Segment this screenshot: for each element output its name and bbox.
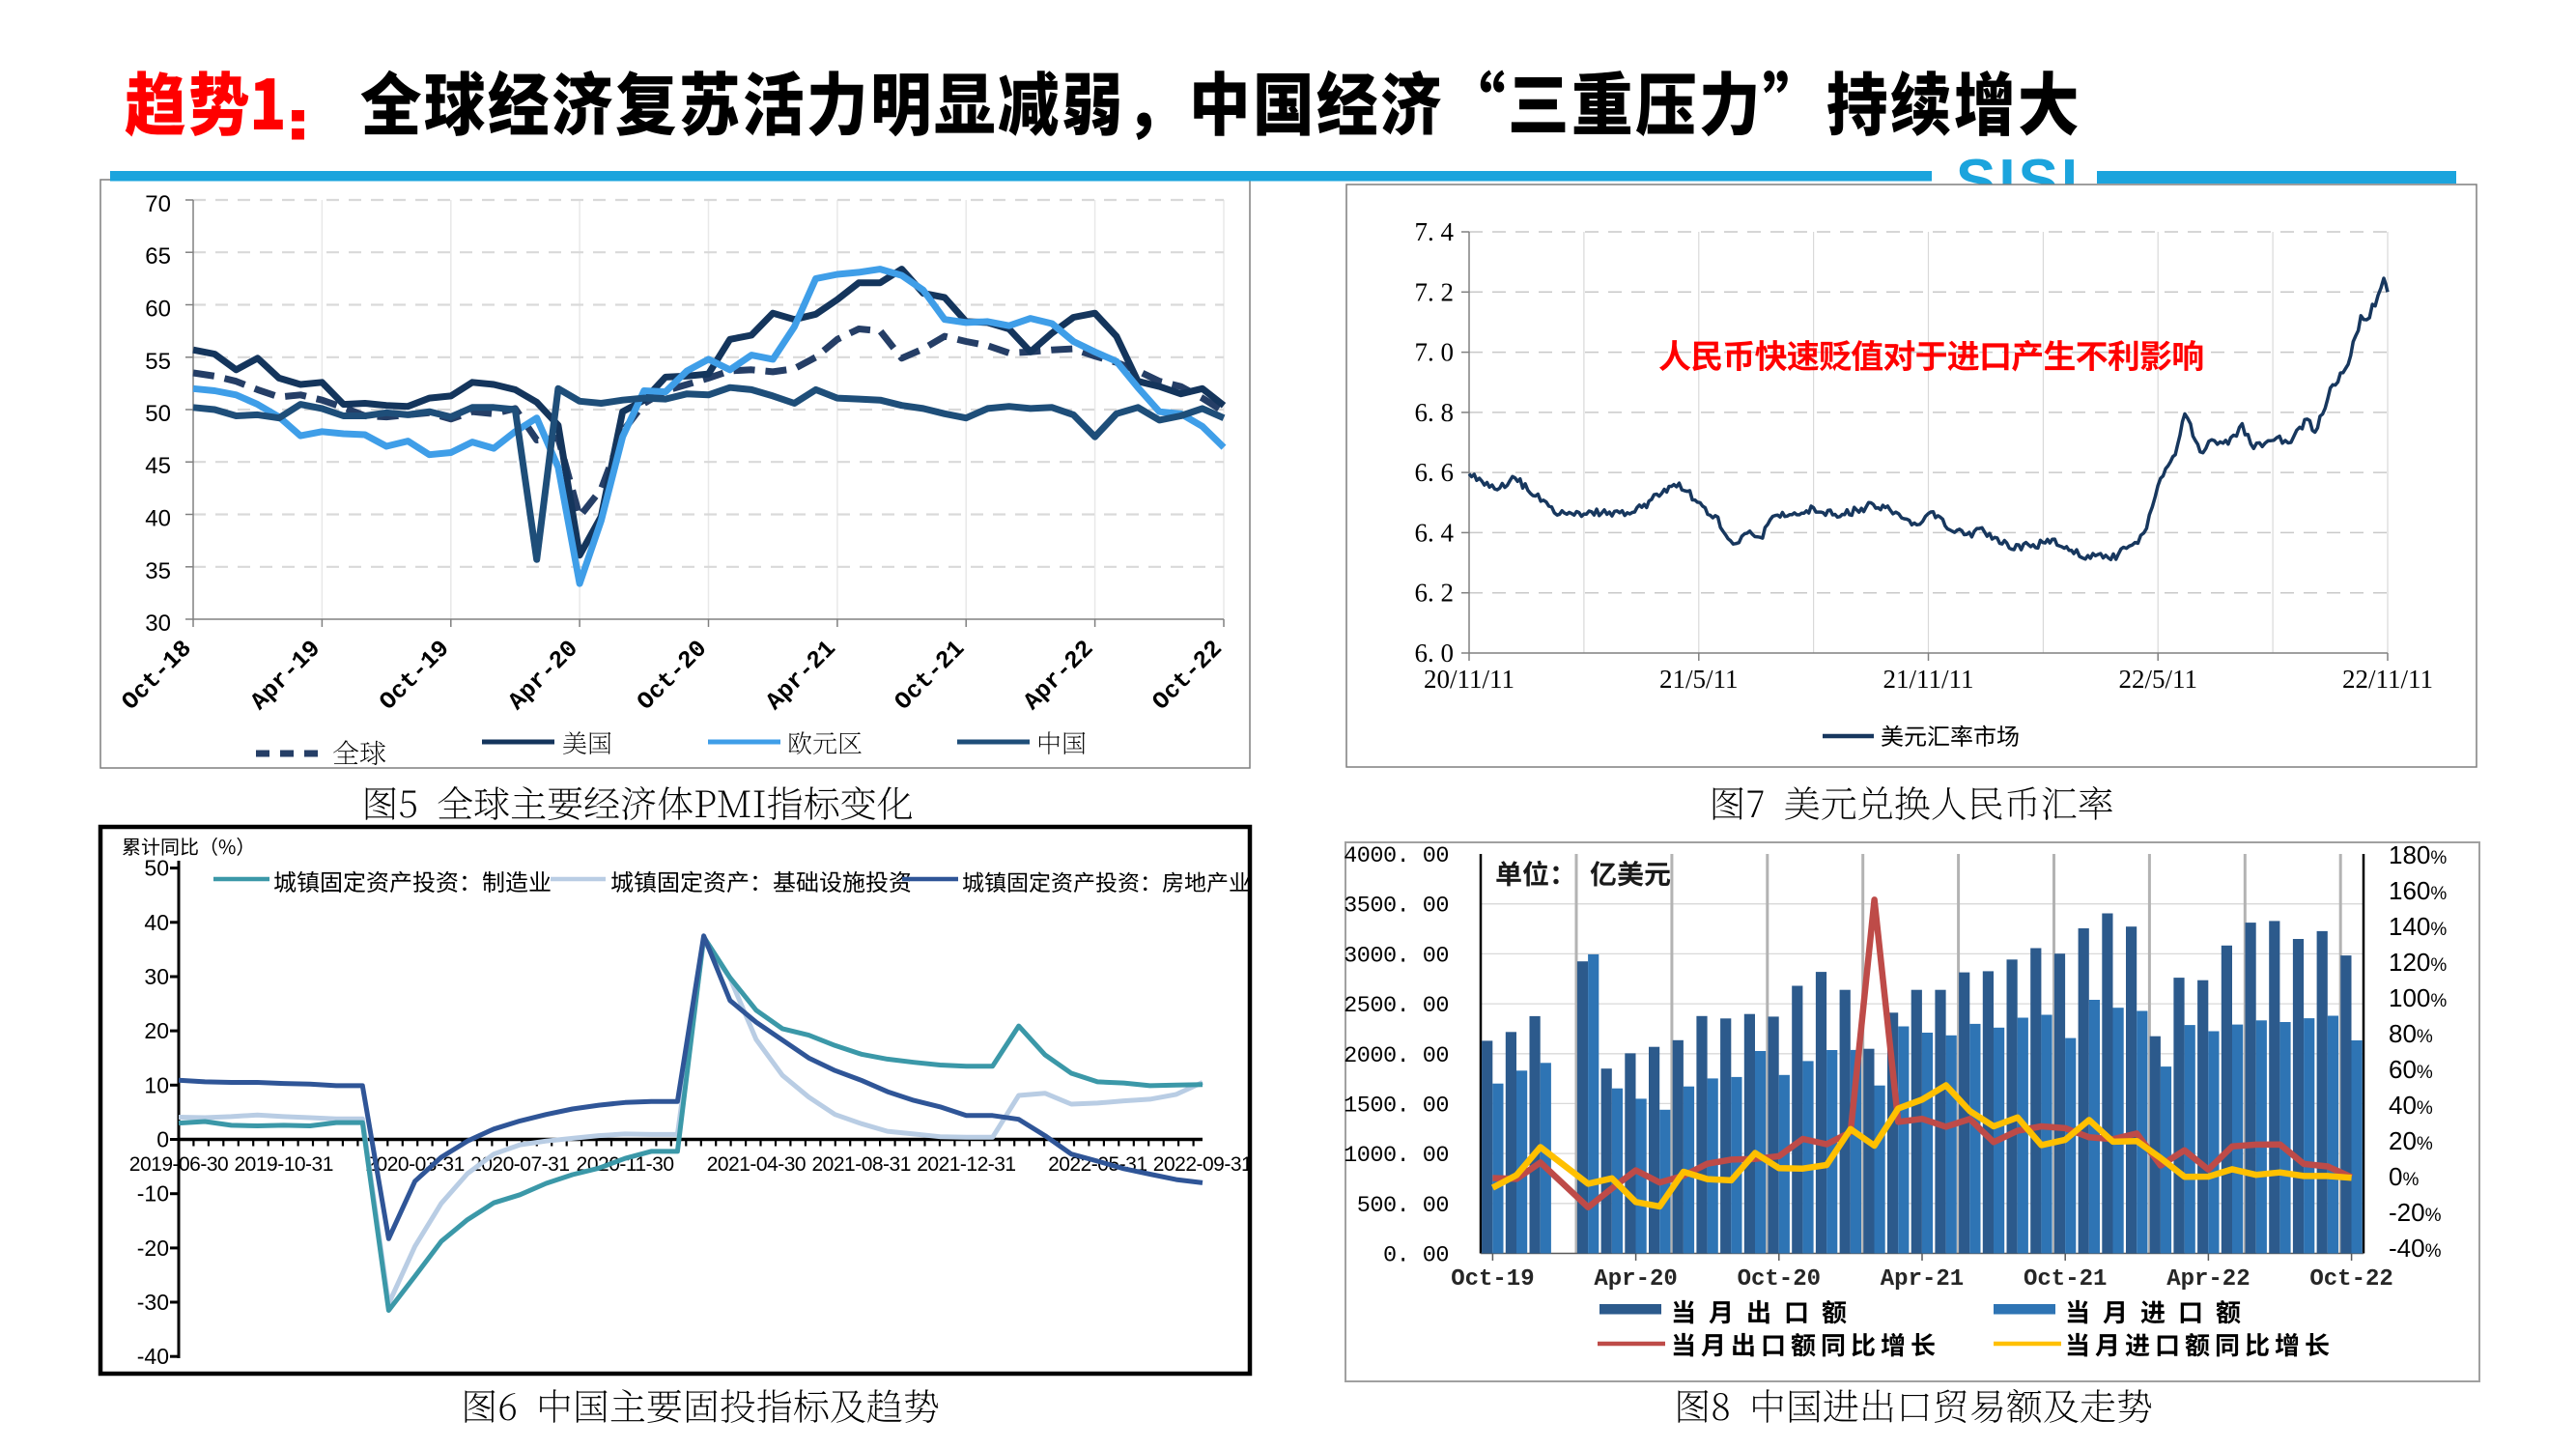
- svg-text:6. 2: 6. 2: [1415, 579, 1455, 608]
- svg-text:4000. 00: 4000. 00: [1344, 843, 1449, 869]
- svg-text:2020-03-31: 2020-03-31: [365, 1153, 464, 1176]
- svg-text:6. 4: 6. 4: [1415, 518, 1455, 547]
- svg-text:7. 4: 7. 4: [1415, 217, 1455, 246]
- svg-text:40: 40: [144, 910, 169, 935]
- svg-text:0. 00: 0. 00: [1383, 1243, 1449, 1269]
- svg-text:22/11/11: 22/11/11: [2342, 665, 2433, 694]
- svg-text:30: 30: [145, 611, 171, 637]
- svg-text:20: 20: [144, 1018, 169, 1043]
- svg-text:2020-11-30: 2020-11-30: [577, 1153, 674, 1176]
- svg-text:40%: 40%: [2389, 1091, 2433, 1120]
- svg-text:Oct-20: Oct-20: [1738, 1266, 1821, 1293]
- svg-text:2021-08-31: 2021-08-31: [811, 1153, 910, 1176]
- svg-text:7. 2: 7. 2: [1415, 277, 1455, 306]
- svg-text:0: 0: [156, 1127, 169, 1152]
- svg-text:Apr-20: Apr-20: [1594, 1266, 1677, 1293]
- svg-text:6. 8: 6. 8: [1415, 398, 1455, 427]
- svg-text:2020-07-31: 2020-07-31: [470, 1153, 569, 1176]
- svg-text:-30: -30: [137, 1290, 169, 1315]
- svg-text:22/5/11: 22/5/11: [2118, 665, 2197, 694]
- svg-text:3500. 00: 3500. 00: [1344, 894, 1449, 920]
- svg-text:3000. 00: 3000. 00: [1344, 943, 1449, 969]
- svg-text:2019-06-30: 2019-06-30: [129, 1153, 228, 1176]
- svg-text:20/11/11: 20/11/11: [1424, 665, 1514, 694]
- svg-text:500. 00: 500. 00: [1357, 1193, 1449, 1219]
- svg-text:30: 30: [144, 964, 169, 989]
- svg-text:50: 50: [145, 401, 171, 427]
- svg-text:2022-09-31: 2022-09-31: [1153, 1153, 1252, 1176]
- svg-text:-10: -10: [137, 1181, 169, 1207]
- svg-text:-40: -40: [137, 1344, 169, 1369]
- svg-text:60: 60: [145, 297, 171, 323]
- svg-text:Apr-21: Apr-21: [1881, 1266, 1964, 1293]
- svg-text:Apr-22: Apr-22: [2166, 1266, 2250, 1293]
- svg-text:6. 0: 6. 0: [1415, 639, 1455, 668]
- svg-text:70: 70: [145, 191, 171, 217]
- svg-text:35: 35: [145, 558, 171, 584]
- svg-text:21/5/11: 21/5/11: [1659, 665, 1739, 694]
- svg-text:2021-04-30: 2021-04-30: [707, 1153, 806, 1176]
- svg-text:Oct-21: Oct-21: [2024, 1266, 2107, 1293]
- svg-text:50: 50: [144, 856, 169, 881]
- svg-text:-20: -20: [137, 1236, 169, 1261]
- svg-text:7. 0: 7. 0: [1415, 338, 1455, 367]
- svg-text:2000. 00: 2000. 00: [1344, 1043, 1449, 1069]
- svg-text:1500. 00: 1500. 00: [1344, 1093, 1449, 1119]
- svg-text:1000. 00: 1000. 00: [1344, 1143, 1449, 1169]
- svg-text:40: 40: [145, 506, 171, 532]
- svg-text:65: 65: [145, 243, 171, 270]
- svg-text:45: 45: [145, 453, 171, 479]
- svg-text:6. 6: 6. 6: [1415, 458, 1455, 487]
- svg-text:2500. 00: 2500. 00: [1344, 993, 1449, 1019]
- svg-text:10: 10: [144, 1072, 169, 1097]
- svg-text:21/11/11: 21/11/11: [1883, 665, 1974, 694]
- svg-text:2021-12-31: 2021-12-31: [917, 1153, 1015, 1176]
- svg-text:55: 55: [145, 349, 171, 375]
- svg-text:Oct-19: Oct-19: [1451, 1266, 1534, 1293]
- svg-text:Oct-22: Oct-22: [2309, 1266, 2392, 1293]
- svg-text:2019-10-31: 2019-10-31: [234, 1153, 332, 1176]
